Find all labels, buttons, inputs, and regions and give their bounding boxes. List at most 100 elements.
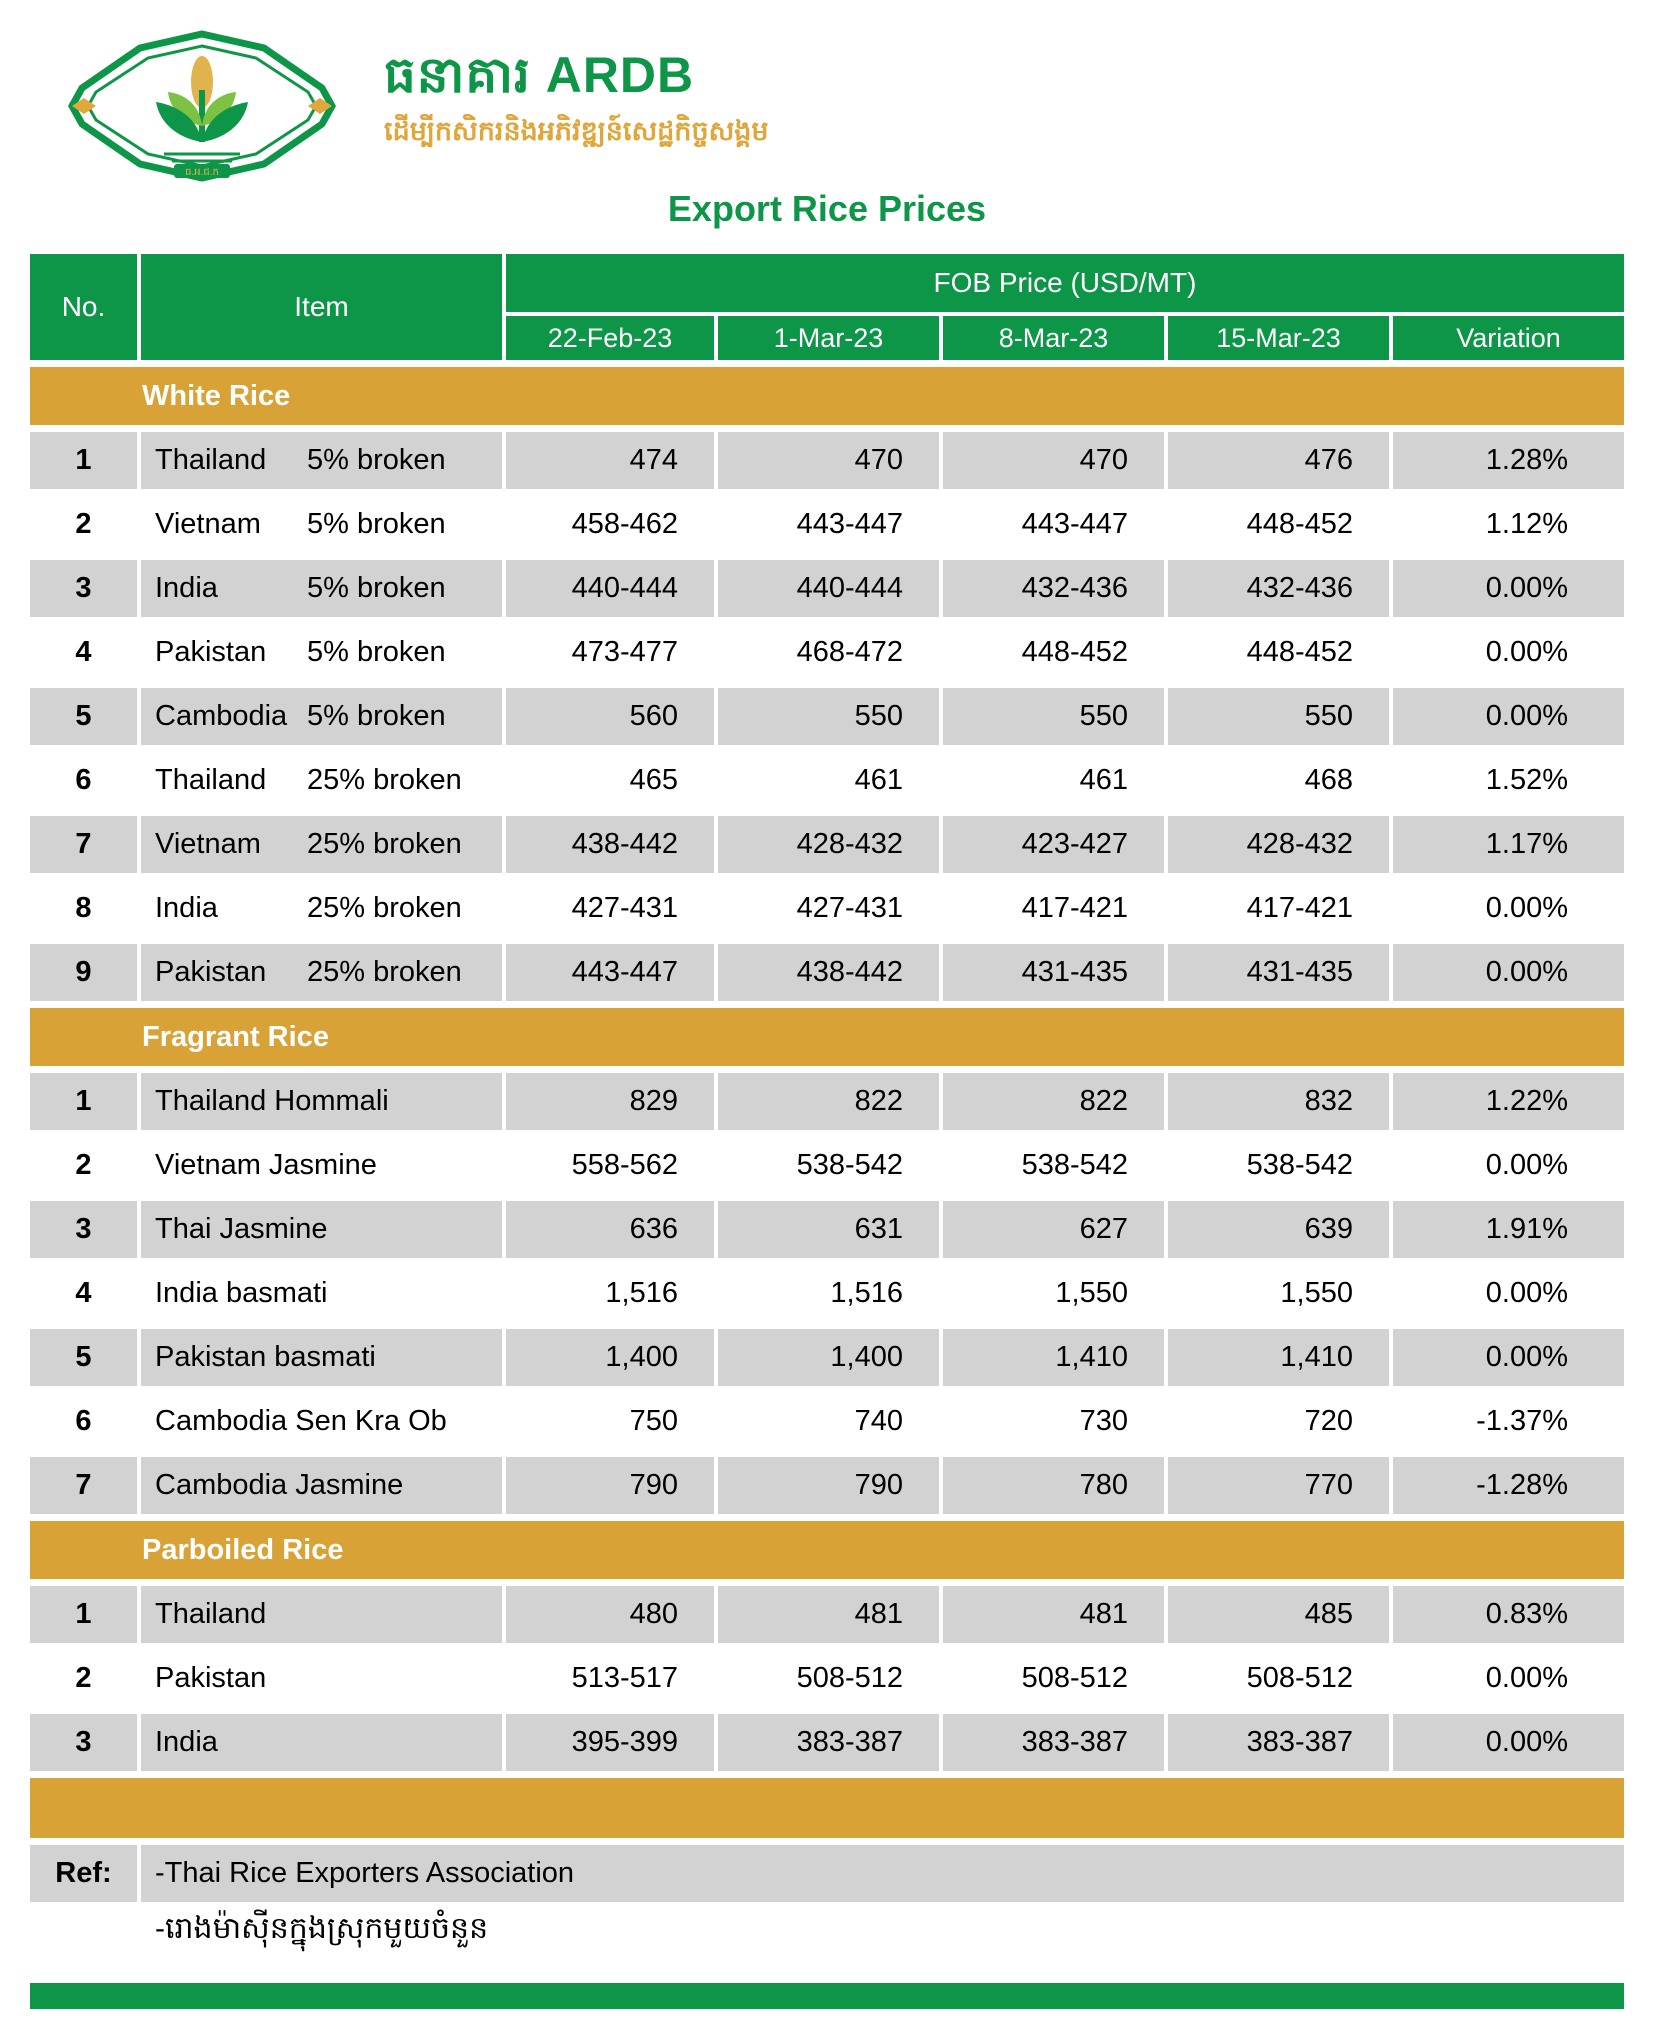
item-cell: Pakistan 25% broken bbox=[141, 944, 502, 1001]
item-name: Thailand bbox=[155, 444, 267, 476]
variation-cell: 0.83% bbox=[1393, 1586, 1624, 1643]
header-date-4: 15-Mar-23 bbox=[1168, 316, 1389, 360]
item-cell: Thailand 5% broken bbox=[141, 432, 502, 489]
variation-cell: 0.00% bbox=[1393, 688, 1624, 745]
price-cell-3: 822 bbox=[943, 1073, 1164, 1130]
price-cell-4: 448-452 bbox=[1246, 508, 1353, 540]
item-name: Cambodia Sen Kra Ob bbox=[155, 1405, 447, 1437]
variation-cell: -1.37% bbox=[1476, 1405, 1568, 1437]
price-cell-4: 485 bbox=[1168, 1586, 1389, 1643]
item-name: Thailand Hommali bbox=[155, 1085, 389, 1117]
variation-cell: -1.28% bbox=[1393, 1457, 1624, 1514]
price-cell-3: 448-452 bbox=[1021, 636, 1128, 668]
item-cell: India 25% broken bbox=[141, 880, 502, 937]
price-cell-4: 383-387 bbox=[1168, 1714, 1389, 1771]
row-number: 7 bbox=[30, 816, 137, 873]
brand-name: ធនាគារ ARDB bbox=[384, 47, 695, 103]
variation-cell: 1.91% bbox=[1393, 1201, 1624, 1258]
price-cell-2: 481 bbox=[718, 1586, 939, 1643]
item-spec: 5% broken bbox=[307, 700, 446, 732]
table-row: 9 Pakistan 25% broken 443-447 438-442 43… bbox=[30, 944, 1624, 1001]
item-spec: 25% broken bbox=[307, 892, 462, 924]
item-name: Vietnam bbox=[155, 828, 261, 860]
price-cell-4: 468 bbox=[1304, 764, 1353, 796]
variation-cell: 1.17% bbox=[1393, 816, 1624, 873]
price-cell-3: 1,410 bbox=[943, 1329, 1164, 1386]
price-cell-4: 508-512 bbox=[1246, 1662, 1353, 1694]
variation-cell: 0.00% bbox=[1393, 1714, 1624, 1771]
item-name: Pakistan bbox=[155, 956, 267, 988]
item-cell: Vietnam 5% broken bbox=[141, 496, 502, 553]
table-row: 3 Thai Jasmine 636 631 627 639 1.91% bbox=[30, 1201, 1624, 1258]
item-spec: 25% broken bbox=[307, 828, 462, 860]
price-cell-1: 438-442 bbox=[506, 816, 714, 873]
row-number: 3 bbox=[30, 1201, 137, 1258]
table-row: 4 India basmati 1,516 1,516 1,550 1,550 … bbox=[30, 1265, 1624, 1322]
price-cell-3: 627 bbox=[943, 1201, 1164, 1258]
price-cell-2: 443-447 bbox=[796, 508, 903, 540]
item-cell: Vietnam Jasmine bbox=[141, 1137, 502, 1194]
item-name: India bbox=[155, 1726, 218, 1758]
variation-cell: 0.00% bbox=[1393, 1329, 1624, 1386]
price-cell-2: 383-387 bbox=[718, 1714, 939, 1771]
price-cell-4: 1,550 bbox=[1280, 1277, 1353, 1309]
table-row: 1 Thailand 5% broken 474 470 470 476 1.2… bbox=[30, 432, 1624, 489]
ref-row: Ref: -Thai Rice Exporters Association bbox=[30, 1845, 1624, 1902]
row-number: 9 bbox=[30, 944, 137, 1001]
emblem-banner-text: ធ.អ.ជ.ក bbox=[185, 167, 219, 178]
price-cell-1: 474 bbox=[506, 432, 714, 489]
item-spec: 5% broken bbox=[307, 508, 446, 540]
price-cell-3: 730 bbox=[1079, 1405, 1128, 1437]
price-cell-3: 431-435 bbox=[943, 944, 1164, 1001]
header-date-1: 22-Feb-23 bbox=[506, 316, 714, 360]
price-cell-3: 461 bbox=[1079, 764, 1128, 796]
item-name: India bbox=[155, 572, 218, 604]
price-cell-4: 639 bbox=[1168, 1201, 1389, 1258]
price-cell-1: 558-562 bbox=[571, 1149, 678, 1181]
price-cell-3: 470 bbox=[943, 432, 1164, 489]
variation-cell: 0.00% bbox=[1485, 1662, 1568, 1694]
row-number: 1 bbox=[30, 1073, 137, 1130]
item-cell: Cambodia Sen Kra Ob bbox=[141, 1393, 502, 1450]
table-row: 3 India 395-399 383-387 383-387 383-387 … bbox=[30, 1714, 1624, 1771]
price-cell-1: 1,516 bbox=[605, 1277, 678, 1309]
price-cell-3: 423-427 bbox=[943, 816, 1164, 873]
header-fob-group: FOB Price (USD/MT) bbox=[506, 254, 1624, 312]
section-bar: White Rice bbox=[30, 367, 1624, 425]
variation-cell: 0.00% bbox=[1393, 944, 1624, 1001]
section-label: Parboiled Rice bbox=[142, 1533, 344, 1566]
price-cell-2: 508-512 bbox=[796, 1662, 903, 1694]
item-cell: India basmati bbox=[141, 1265, 502, 1322]
header-date-3: 8-Mar-23 bbox=[943, 316, 1164, 360]
item-name: Thai Jasmine bbox=[155, 1213, 328, 1245]
item-cell: Pakistan basmati bbox=[141, 1329, 502, 1386]
price-cell-1: 829 bbox=[506, 1073, 714, 1130]
price-cell-1: 480 bbox=[506, 1586, 714, 1643]
price-cell-1: 443-447 bbox=[506, 944, 714, 1001]
price-cell-4: 431-435 bbox=[1168, 944, 1389, 1001]
price-cell-1: 1,400 bbox=[506, 1329, 714, 1386]
section-label: Fragrant Rice bbox=[142, 1020, 329, 1053]
price-cell-2: 468-472 bbox=[796, 636, 903, 668]
price-cell-3: 417-421 bbox=[1021, 892, 1128, 924]
item-cell: Thailand bbox=[141, 1586, 502, 1643]
price-cell-3: 481 bbox=[943, 1586, 1164, 1643]
row-number: 3 bbox=[30, 1714, 137, 1771]
header-item: Item bbox=[141, 254, 502, 360]
price-cell-2: 428-432 bbox=[718, 816, 939, 873]
item-name: Thailand bbox=[155, 764, 267, 796]
price-table: No. Item FOB Price (USD/MT) 22-Feb-23 1-… bbox=[30, 254, 1624, 2009]
price-cell-3: 443-447 bbox=[1021, 508, 1128, 540]
price-cell-3: 1,550 bbox=[1055, 1277, 1128, 1309]
item-cell: India bbox=[141, 1714, 502, 1771]
price-cell-2: 1,516 bbox=[830, 1277, 903, 1309]
row-number: 8 bbox=[75, 892, 92, 924]
item-cell: India 5% broken bbox=[141, 560, 502, 617]
row-number: 4 bbox=[75, 1277, 92, 1309]
row-number: 4 bbox=[75, 636, 92, 668]
item-cell: Thailand Hommali bbox=[141, 1073, 502, 1130]
ref-source: -Thai Rice Exporters Association bbox=[141, 1845, 1624, 1902]
table-row: 1 Thailand 480 481 481 485 0.83% bbox=[30, 1586, 1624, 1643]
price-cell-1: 458-462 bbox=[571, 508, 678, 540]
price-cell-2: 438-442 bbox=[718, 944, 939, 1001]
